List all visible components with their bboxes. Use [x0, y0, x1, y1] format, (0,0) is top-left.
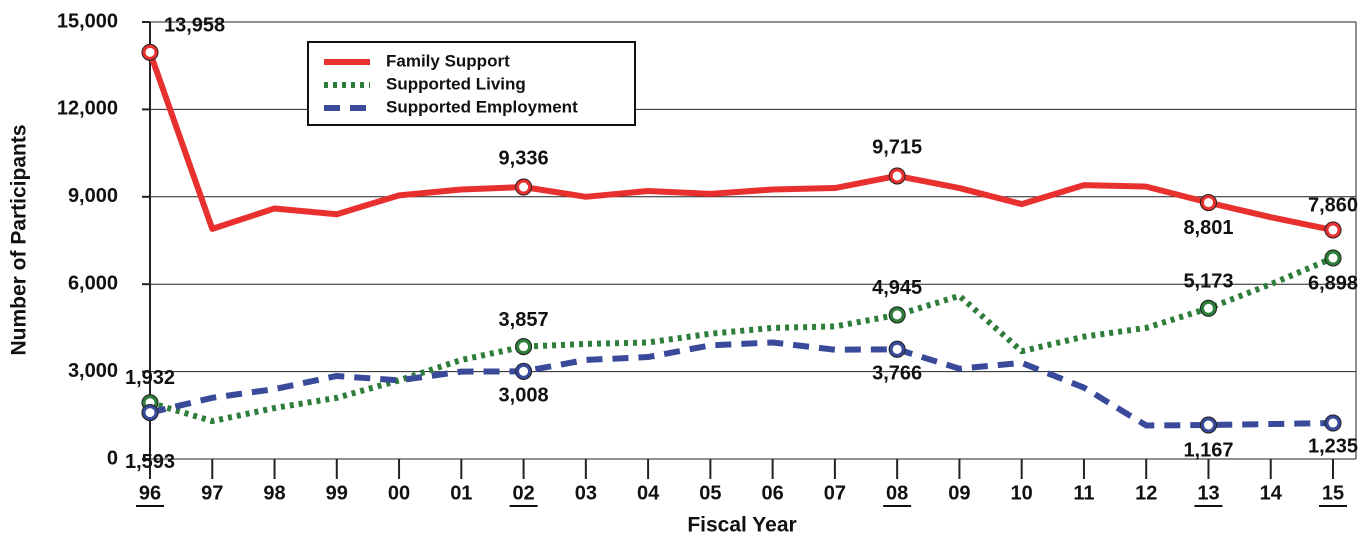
data-point: [1324, 221, 1342, 239]
x-tick-label: 04: [637, 482, 660, 504]
data-label: 1,593: [125, 451, 175, 473]
data-point-outline: [1324, 249, 1342, 267]
x-tick-label: 06: [762, 482, 784, 504]
data-label: 1,932: [125, 367, 175, 389]
data-point-outline: [888, 340, 906, 358]
x-tick-label: 09: [948, 482, 970, 504]
x-tick-label: 97: [201, 482, 223, 504]
x-tick-label: 98: [263, 482, 285, 504]
y-tick-label: 15,000: [57, 10, 118, 32]
data-point: [888, 340, 906, 358]
data-point: [1324, 414, 1342, 432]
data-label: 13,958: [164, 15, 225, 37]
data-point: [141, 404, 159, 422]
data-label: 8,801: [1183, 217, 1233, 239]
data-point: [515, 338, 533, 356]
x-tick-label: 01: [450, 482, 472, 504]
x-tick-label: 14: [1260, 482, 1283, 504]
y-tick-label: 12,000: [57, 98, 118, 120]
x-tick-label: 00: [388, 482, 410, 504]
data-label: 5,173: [1183, 271, 1233, 293]
data-label: 3,766: [872, 363, 922, 385]
x-tick-label: 99: [326, 482, 348, 504]
x-tick-label: 12: [1135, 482, 1157, 504]
data-point-outline: [515, 338, 533, 356]
data-point: [888, 306, 906, 324]
data-label: 9,715: [872, 136, 922, 158]
data-label: 3,008: [499, 385, 549, 407]
y-tick-label: 3,000: [68, 360, 118, 382]
data-point-outline: [888, 167, 906, 185]
data-label: 6,898: [1308, 272, 1358, 294]
x-axis-title: Fiscal Year: [687, 514, 796, 537]
data-point: [515, 362, 533, 380]
legend-label: Family Support: [386, 51, 510, 70]
data-point-outline: [141, 43, 159, 61]
y-axis-title: Number of Participants: [8, 124, 31, 355]
x-tick-label: 10: [1011, 482, 1033, 504]
data-point: [1199, 299, 1217, 317]
x-tick-label: 13: [1197, 482, 1219, 504]
data-point-outline: [1324, 414, 1342, 432]
data-label: 4,945: [872, 277, 922, 299]
x-tick-label: 07: [824, 482, 846, 504]
data-label: 3,857: [499, 309, 549, 331]
data-point-outline: [515, 178, 533, 196]
data-label: 1,235: [1308, 435, 1358, 457]
data-point: [1324, 249, 1342, 267]
x-tick-label: 15: [1322, 482, 1344, 504]
data-point-outline: [1324, 221, 1342, 239]
series-line: [149, 339, 1334, 429]
x-tick-label: 05: [699, 482, 721, 504]
data-label: 1,167: [1183, 439, 1233, 461]
legend-label: Supported Employment: [386, 97, 578, 116]
y-tick-label: 6,000: [68, 272, 118, 294]
data-point: [1199, 194, 1217, 212]
data-label: 9,336: [499, 147, 549, 169]
series-line: [149, 255, 1335, 425]
data-point: [888, 167, 906, 185]
x-tick-label: 02: [512, 482, 534, 504]
data-point-outline: [1199, 416, 1217, 434]
data-point-outline: [888, 306, 906, 324]
data-point: [1199, 416, 1217, 434]
series-line: [147, 51, 1334, 233]
x-tick-label: 11: [1073, 482, 1094, 504]
y-tick-label: 0: [107, 447, 118, 469]
legend-label: Supported Living: [386, 74, 526, 93]
data-point-outline: [515, 362, 533, 380]
data-point-outline: [1199, 194, 1217, 212]
x-tick-label: 96: [139, 482, 161, 504]
y-tick-label: 9,000: [68, 185, 118, 207]
data-point: [515, 178, 533, 196]
data-point-outline: [141, 404, 159, 422]
x-tick-label: 08: [886, 482, 908, 504]
data-label: 7,860: [1308, 194, 1358, 216]
x-tick-label: 03: [575, 482, 597, 504]
data-point: [141, 43, 159, 61]
data-point-outline: [1199, 299, 1217, 317]
